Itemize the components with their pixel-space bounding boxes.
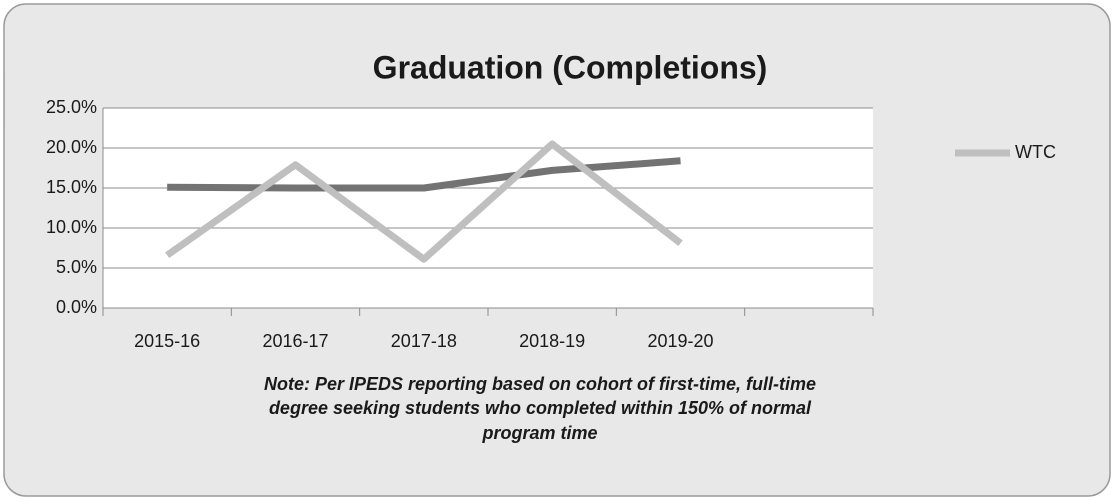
note: degree seeking students who completed wi… [269, 398, 812, 418]
y-tick-label: 0.0% [56, 297, 97, 317]
series-line [165, 140, 683, 263]
x-tick-label: 2017-18 [391, 331, 457, 351]
series-line [167, 157, 681, 192]
note: program time [481, 423, 597, 443]
x-tick-label: 2018-19 [519, 331, 585, 351]
y-tick-label: 20.0% [46, 137, 97, 157]
y-tick-label: 15.0% [46, 177, 97, 197]
note: Note: Per IPEDS reporting based on cohor… [264, 374, 816, 394]
y-tick-label: 5.0% [56, 257, 97, 277]
y-tick-label: 25.0% [46, 97, 97, 117]
chart-title: Graduation (Completions) [373, 49, 768, 85]
y-tick-label: 10.0% [46, 217, 97, 237]
legend-label: WTC [1015, 142, 1056, 162]
x-tick-label: 2016-17 [262, 331, 328, 351]
x-tick-label: 2019-20 [647, 331, 713, 351]
x-tick-label: 2015-16 [134, 331, 200, 351]
plot-area [103, 108, 873, 308]
